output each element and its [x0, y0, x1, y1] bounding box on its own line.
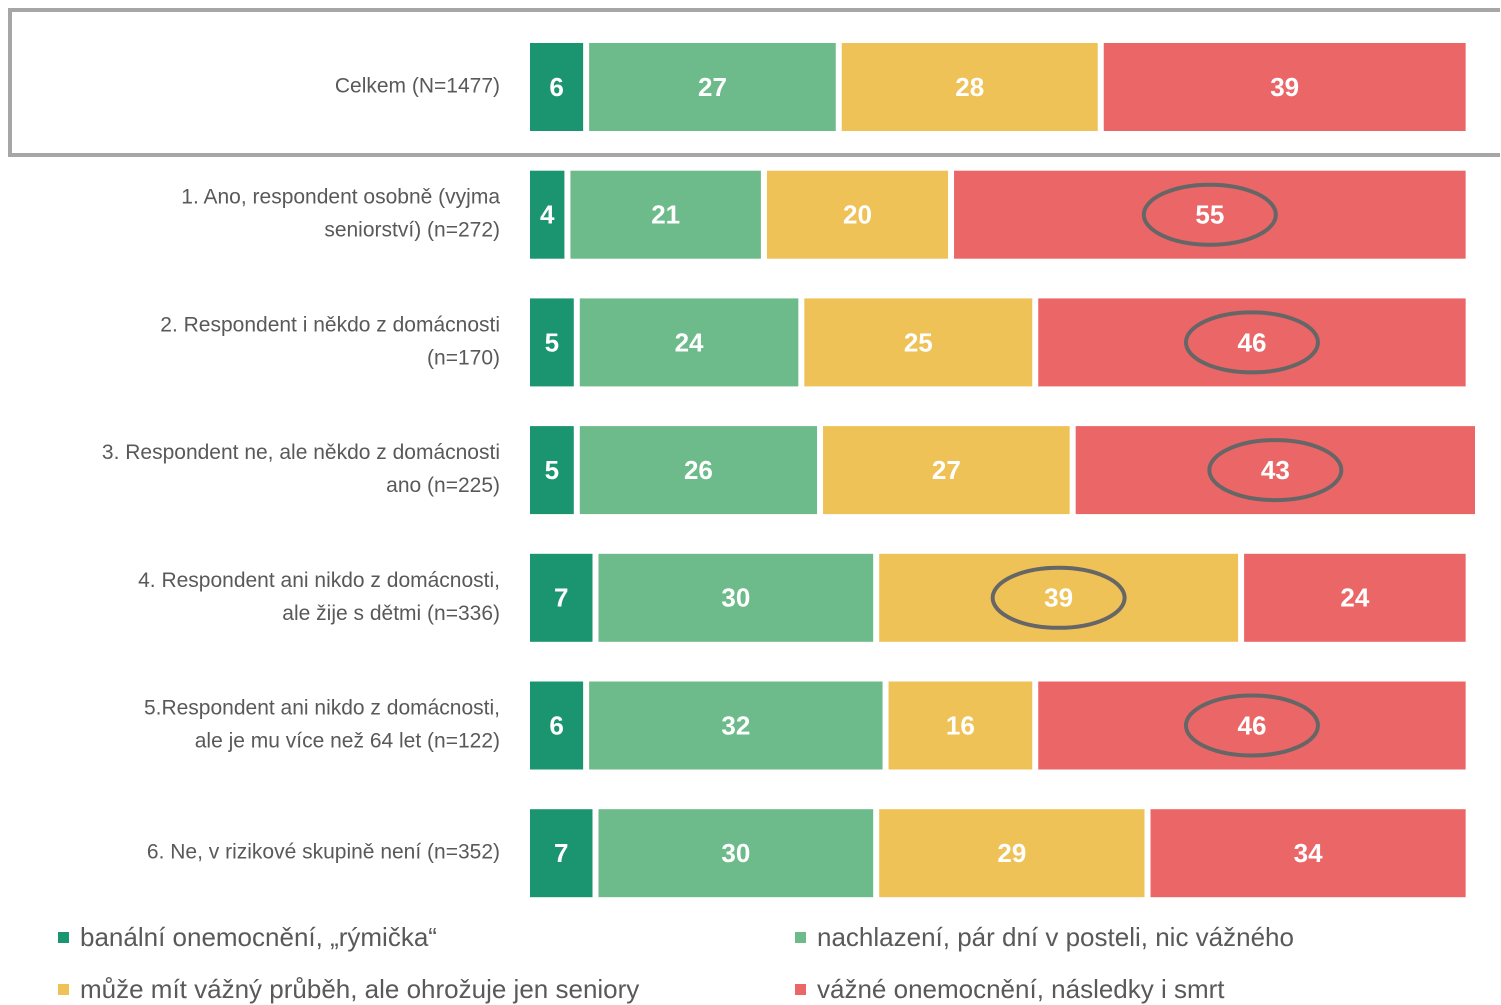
category-label: 5.Respondent ani nikdo z domácnosti, — [144, 697, 500, 720]
category-label: 3. Respondent ne, ale někdo z domácnosti — [102, 441, 500, 464]
category-label: 1. Ano, respondent osobně (vyjma — [181, 186, 500, 209]
bar-segment — [530, 43, 584, 131]
legend-swatch — [58, 984, 69, 995]
value-label: 29 — [997, 838, 1026, 868]
value-label: 6 — [549, 710, 563, 740]
category-label: (n=170) — [427, 346, 500, 369]
bar-segment — [530, 170, 565, 259]
category-label: 4. Respondent ani nikdo z domácnosti, — [138, 569, 500, 592]
bar-segment — [804, 298, 1033, 387]
value-label: 27 — [698, 72, 727, 102]
value-label: 32 — [721, 710, 750, 740]
value-label: 25 — [904, 327, 933, 357]
value-label: 30 — [721, 583, 750, 613]
value-label: 4 — [540, 200, 555, 230]
bar-segment — [879, 809, 1145, 898]
value-label: 43 — [1261, 455, 1290, 485]
category-label: seniorství) (n=272) — [324, 219, 500, 242]
highlight-ellipse — [1207, 438, 1344, 503]
value-label: 7 — [554, 583, 568, 613]
highlight-ellipse — [1183, 693, 1320, 758]
value-label: 7 — [554, 838, 568, 868]
bar-segment — [841, 43, 1098, 131]
value-label: 34 — [1294, 838, 1323, 868]
legend-label: může mít vážný průběh, ale ohrožuje jen … — [80, 974, 639, 1004]
value-label: 46 — [1237, 327, 1266, 357]
highlight-frame — [8, 8, 1500, 157]
category-label: 6. Ne, v rizikové skupině není (n=352) — [147, 841, 500, 864]
value-label: 30 — [721, 838, 750, 868]
category-label: 2. Respondent i někdo z domácnosti — [160, 313, 500, 336]
bar-segment — [579, 426, 818, 515]
category-label: ale žije s dětmi (n=336) — [282, 602, 500, 625]
bar-segment — [598, 809, 874, 898]
value-label: 55 — [1195, 200, 1224, 230]
bar-segment — [823, 426, 1070, 515]
bar-segment — [530, 298, 574, 387]
bar-segment — [530, 426, 574, 515]
value-label: 16 — [946, 710, 975, 740]
value-label: 21 — [651, 200, 680, 230]
bar-segment — [1244, 553, 1466, 642]
value-label: 28 — [955, 72, 984, 102]
value-label: 26 — [684, 455, 713, 485]
bar-segment — [598, 553, 874, 642]
bar-segment — [589, 43, 836, 131]
value-label: 5 — [545, 327, 559, 357]
legend-label: nachlazení, pár dní v posteli, nic vážné… — [817, 922, 1294, 952]
bar-segment — [589, 681, 883, 770]
bar-segment — [530, 809, 593, 898]
bar-segment — [888, 681, 1033, 770]
value-label: 6 — [549, 72, 563, 102]
value-label: 5 — [545, 455, 559, 485]
bar-segment — [579, 298, 799, 387]
category-label: ale je mu více než 64 let (n=122) — [195, 730, 500, 753]
legend-label: banální onemocnění, „rýmička“ — [80, 922, 437, 952]
bar-segment — [1103, 43, 1466, 131]
bar-segment — [1150, 809, 1466, 898]
highlight-ellipse — [990, 565, 1127, 630]
category-label: Celkem (N=1477) — [335, 75, 500, 98]
category-label: ano (n=225) — [386, 474, 500, 497]
legend-swatch — [58, 932, 69, 943]
bar-segment — [530, 681, 584, 770]
highlight-ellipse — [1183, 310, 1320, 375]
value-label: 39 — [1044, 583, 1073, 613]
value-label: 20 — [843, 200, 872, 230]
legend-swatch — [795, 984, 806, 995]
value-label: 46 — [1237, 710, 1266, 740]
bar-segment — [530, 553, 593, 642]
value-label: 27 — [932, 455, 961, 485]
legend-label: vážné onemocnění, následky i smrt — [817, 974, 1225, 1004]
value-label: 24 — [1340, 583, 1369, 613]
bar-segment — [570, 170, 761, 259]
value-label: 24 — [675, 327, 704, 357]
highlight-ellipse — [1141, 182, 1278, 247]
bar-segment — [766, 170, 949, 259]
value-label: 39 — [1270, 72, 1299, 102]
legend-swatch — [795, 932, 806, 943]
